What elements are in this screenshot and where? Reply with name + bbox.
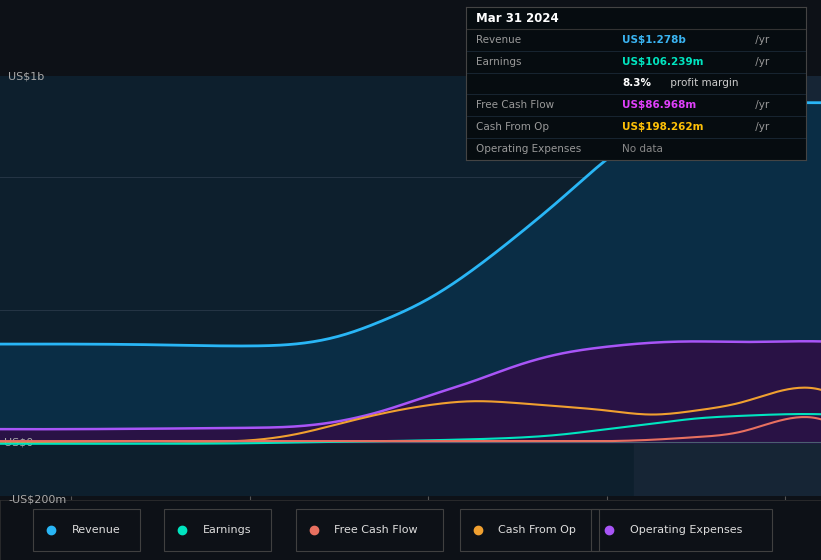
Text: Earnings: Earnings	[203, 525, 251, 535]
Text: /yr: /yr	[752, 100, 769, 110]
Text: 8.3%: 8.3%	[622, 78, 651, 88]
Text: US$1b: US$1b	[8, 71, 44, 81]
Bar	[460, 508, 599, 551]
Text: Cash From Op: Cash From Op	[498, 525, 576, 535]
Bar	[296, 508, 443, 551]
Text: -US$200m: -US$200m	[8, 494, 67, 505]
Text: US$86.968m: US$86.968m	[622, 100, 696, 110]
Text: Earnings: Earnings	[475, 57, 521, 67]
Bar	[591, 508, 772, 551]
Text: Free Cash Flow: Free Cash Flow	[475, 100, 554, 110]
Text: Cash From Op: Cash From Op	[475, 122, 548, 132]
Text: Operating Expenses: Operating Expenses	[630, 525, 742, 535]
Text: Operating Expenses: Operating Expenses	[475, 144, 581, 154]
Text: US$0: US$0	[4, 437, 34, 447]
Bar	[33, 508, 140, 551]
Text: profit margin: profit margin	[667, 78, 738, 88]
Text: No data: No data	[622, 144, 663, 154]
Text: /yr: /yr	[752, 35, 769, 45]
Text: /yr: /yr	[752, 122, 769, 132]
Text: US$198.262m: US$198.262m	[622, 122, 704, 132]
Bar	[634, 76, 821, 496]
Text: US$106.239m: US$106.239m	[622, 57, 704, 67]
Text: Mar 31 2024: Mar 31 2024	[475, 12, 558, 25]
Bar	[164, 508, 271, 551]
Text: Free Cash Flow: Free Cash Flow	[334, 525, 418, 535]
Text: Revenue: Revenue	[71, 525, 120, 535]
Text: Revenue: Revenue	[475, 35, 521, 45]
Text: /yr: /yr	[752, 57, 769, 67]
Text: US$1.278b: US$1.278b	[622, 35, 686, 45]
